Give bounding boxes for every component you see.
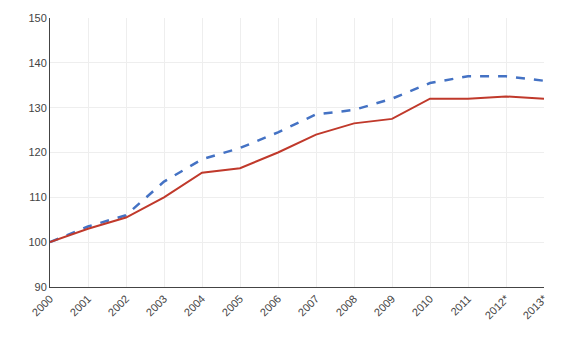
svg-text:2009: 2009: [372, 293, 398, 319]
svg-text:140: 140: [28, 57, 46, 69]
svg-text:110: 110: [29, 191, 47, 203]
svg-text:120: 120: [28, 146, 46, 158]
svg-text:2002: 2002: [106, 293, 132, 319]
svg-text:130: 130: [28, 102, 46, 114]
svg-text:2004: 2004: [182, 293, 208, 319]
svg-text:2005: 2005: [220, 293, 246, 319]
svg-text:2007: 2007: [296, 293, 322, 319]
svg-text:100: 100: [28, 236, 46, 248]
svg-text:2001: 2001: [68, 293, 94, 319]
svg-text:2000: 2000: [30, 293, 56, 319]
svg-text:2011: 2011: [448, 293, 473, 318]
svg-text:2008: 2008: [334, 293, 360, 319]
svg-text:2013*: 2013*: [520, 292, 549, 321]
svg-text:2006: 2006: [258, 293, 284, 319]
svg-text:90: 90: [35, 281, 47, 293]
svg-text:2010: 2010: [410, 293, 436, 319]
svg-text:150: 150: [28, 12, 46, 24]
svg-text:2003: 2003: [144, 293, 170, 319]
svg-text:2012*: 2012*: [482, 292, 511, 321]
